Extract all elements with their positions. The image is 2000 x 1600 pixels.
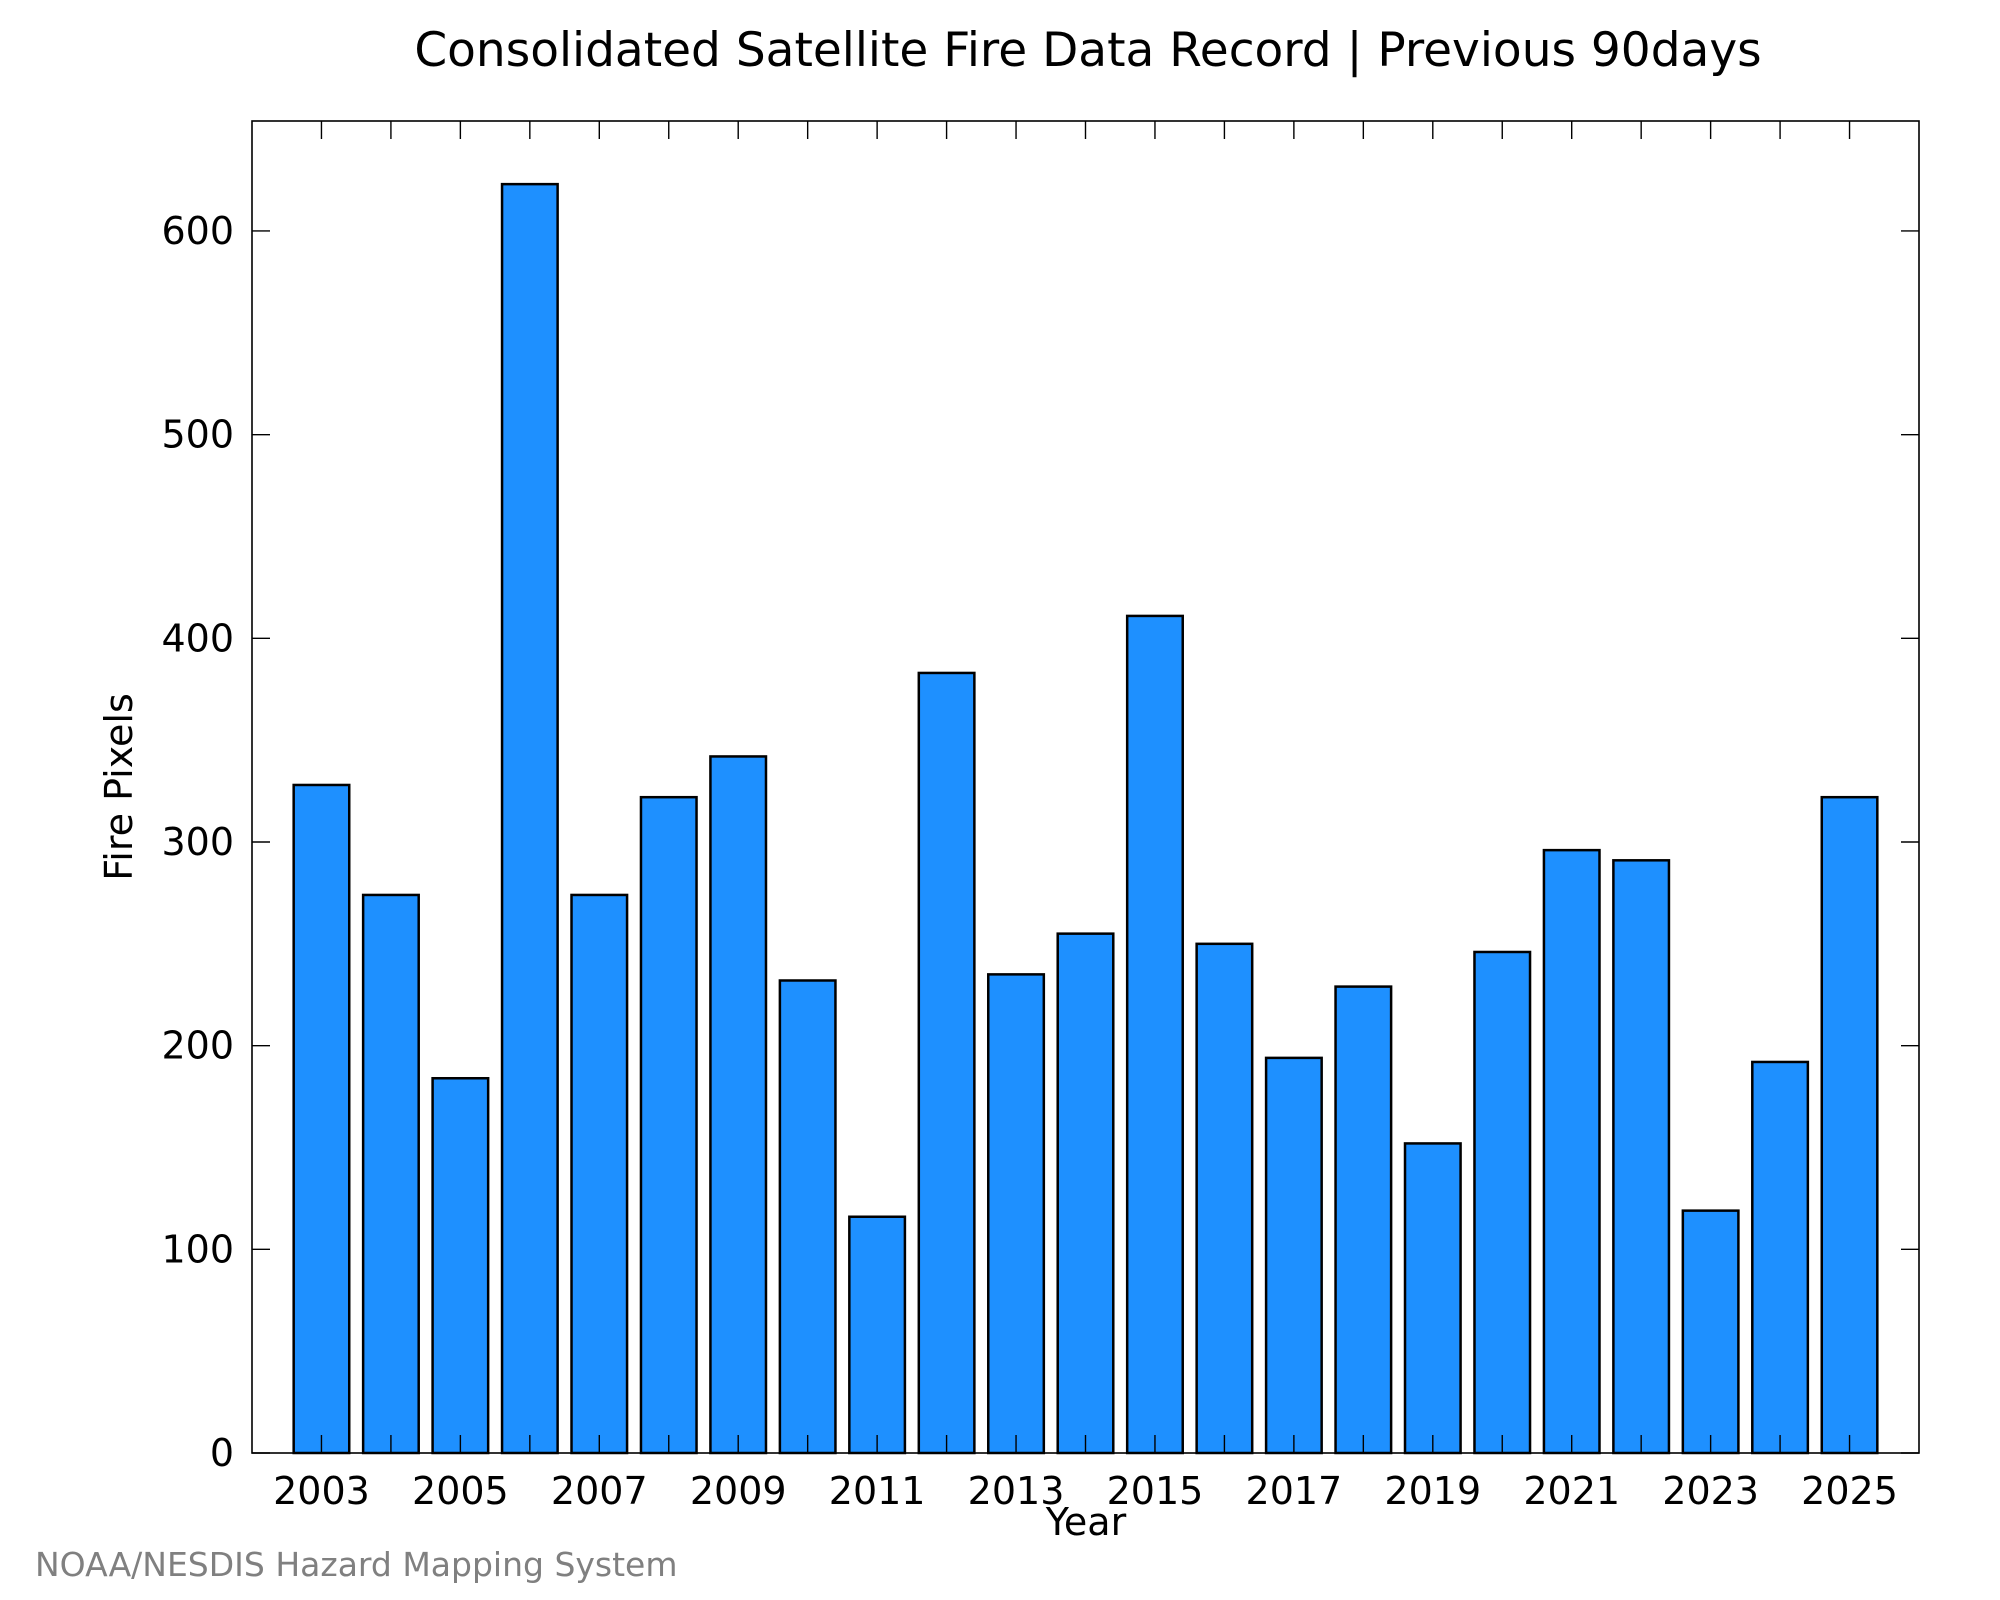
x-tick-label-2003: 2003	[273, 1469, 370, 1513]
bar-2019	[1403, 1142, 1462, 1455]
bar-2022	[1612, 859, 1671, 1455]
x-tick-label-2021: 2021	[1523, 1469, 1620, 1513]
x-tick-label-2017: 2017	[1246, 1469, 1343, 1513]
y-tick-label-100: 100	[161, 1227, 234, 1271]
bar-2009	[709, 755, 768, 1455]
bar-2010	[778, 979, 837, 1455]
bar-2016	[1195, 942, 1254, 1455]
bar-2024	[1751, 1060, 1810, 1455]
x-tick-label-2011: 2011	[829, 1469, 926, 1513]
bar-2014	[1056, 932, 1115, 1455]
bar-2006	[500, 182, 559, 1455]
bar-2008	[639, 795, 698, 1455]
x-tick-labels: 2003 2005 2007 2009 2011 2013 2015 2017 2019 2021…	[273, 1469, 1898, 1513]
x-tick-label-2005: 2005	[412, 1469, 509, 1513]
x-tick-label-2023: 2023	[1662, 1469, 1759, 1513]
y-tick-label-200: 200	[161, 1024, 234, 1068]
bar-2017	[1264, 1056, 1323, 1455]
credit-text: NOAA/NESDIS Hazard Mapping System	[35, 1545, 678, 1584]
bar-2011	[848, 1215, 907, 1455]
bar-2005	[431, 1076, 490, 1455]
bar-2023	[1681, 1209, 1740, 1455]
bar-2013	[987, 973, 1046, 1455]
x-tick-label-2025: 2025	[1801, 1469, 1898, 1513]
bar-2012	[917, 671, 976, 1455]
bar-2018	[1334, 985, 1393, 1455]
x-tick-label-2019: 2019	[1384, 1469, 1481, 1513]
y-tick-label-400: 400	[161, 616, 234, 660]
bar-2004	[361, 893, 420, 1455]
y-tick-label-300: 300	[161, 820, 234, 864]
x-tick-label-2009: 2009	[690, 1469, 787, 1513]
bar-2003	[292, 783, 351, 1455]
y-tick-label-0: 0	[210, 1431, 234, 1475]
bar-2025	[1820, 795, 1879, 1455]
bars-layer	[292, 182, 1879, 1455]
x-axis-label: Year	[1045, 1500, 1127, 1544]
plot-frame	[251, 120, 1920, 1454]
bar-2015	[1125, 614, 1184, 1455]
x-tick-label-2013: 2013	[968, 1469, 1065, 1513]
x-tick-label-2007: 2007	[551, 1469, 648, 1513]
y-tick-label-500: 500	[161, 413, 234, 457]
bar-2007	[570, 893, 629, 1455]
x-tick-label-2015: 2015	[1107, 1469, 1204, 1513]
bar-2020	[1473, 950, 1532, 1455]
y-axis-label: Fire Pixels	[97, 693, 141, 881]
chart-title: Consolidated Satellite Fire Data Record …	[414, 23, 1761, 78]
bar-2021	[1542, 848, 1601, 1455]
y-tick-labels: 0 100 200 300 400 500 600	[161, 209, 234, 1475]
y-tick-label-600: 600	[161, 209, 234, 253]
